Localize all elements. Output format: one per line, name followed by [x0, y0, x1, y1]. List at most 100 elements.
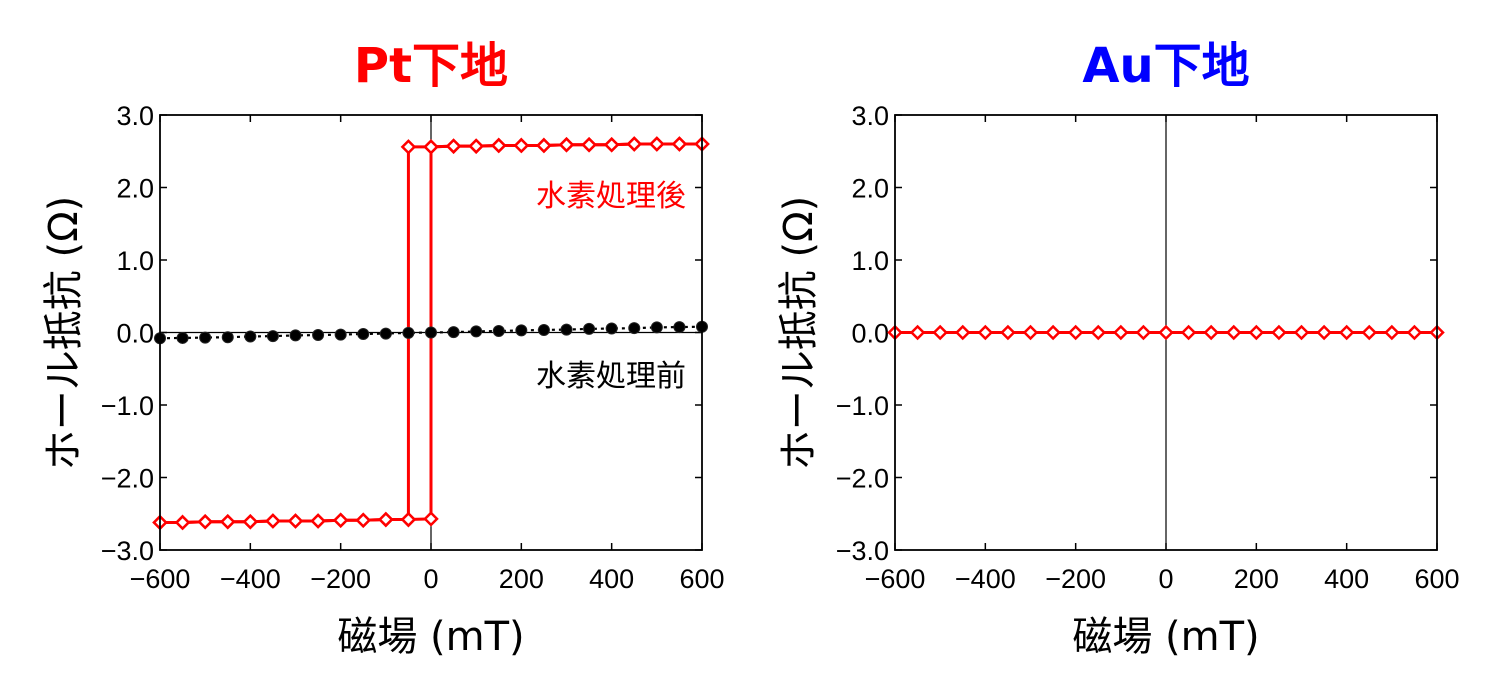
- pt-series-1-point: [650, 321, 663, 334]
- pt-series-1-point: [673, 321, 686, 334]
- pt-series-0-point: [400, 139, 417, 155]
- au-series-0-point: [909, 324, 926, 341]
- au-series-0-point: [1384, 324, 1400, 341]
- pt-x-tick-label: −400: [220, 564, 281, 594]
- pt-panel: Pt下地 ホール抵抗 (Ω) 磁場 (mT) −600 −400 −200 0 200 4…: [41, 38, 725, 660]
- au-series-0-point: [1022, 324, 1039, 341]
- pt-series-0-point: [310, 513, 326, 529]
- au-series-0-point: [1316, 324, 1332, 341]
- au-y-tick-label: 3.0: [851, 101, 889, 131]
- pt-series-0-point: [626, 136, 643, 152]
- pt-series-0-point: [423, 511, 439, 527]
- au-series-0-point: [1338, 324, 1355, 341]
- au-series-0-point: [1293, 324, 1310, 341]
- au-series-0-point: [1248, 324, 1265, 341]
- au-y-tick-label: −2.0: [836, 464, 889, 494]
- pt-series-1-point: [492, 325, 505, 338]
- pt-y-tick-label: 2.0: [116, 174, 154, 204]
- pt-plot-area: −600 −400 −200 0 200 400 600 3.0 2.0 1.0 0.0 −1.0 −2…: [101, 101, 725, 594]
- pt-series-0-point: [468, 138, 484, 154]
- pt-series-0-point: [219, 513, 236, 530]
- pt-series-1-point: [176, 331, 189, 344]
- pt-y-axis-label: ホール抵抗 (Ω): [41, 196, 87, 471]
- pt-series-0-point: [445, 138, 462, 154]
- pt-series-1-point: [425, 326, 437, 339]
- pt-series-1-point: [289, 329, 302, 342]
- au-series-0-point: [1158, 324, 1174, 341]
- pt-x-tick-label: 400: [589, 564, 634, 594]
- au-series-0-point: [1045, 324, 1061, 341]
- pt-series-0-point: [536, 137, 552, 154]
- pt-series-0-point: [400, 511, 417, 528]
- pt-series-0-point: [378, 511, 394, 528]
- pt-x-tick-label: 200: [499, 564, 544, 594]
- au-y-axis-label: ホール抵抗 (Ω): [776, 196, 822, 471]
- au-x-tick-label: 400: [1324, 564, 1369, 594]
- pt-series-0-point: [287, 513, 304, 529]
- au-series-0-point: [1113, 324, 1129, 341]
- pt-series-1-point: [583, 322, 596, 335]
- au-x-tick-label: −400: [955, 564, 1016, 594]
- au-series-0-point: [1203, 324, 1219, 341]
- pt-series-0-point: [581, 136, 597, 153]
- au-series-0-point: [932, 324, 948, 341]
- pt-series-1-point: [447, 326, 460, 339]
- pt-plot-frame: [159, 114, 703, 551]
- pt-x-tick-label: −200: [310, 564, 371, 594]
- pt-series-1-point: [266, 330, 279, 343]
- au-series-0-point: [1180, 324, 1197, 341]
- au-panel-title: Au下地: [1082, 38, 1249, 94]
- pt-series-1-point: [537, 323, 550, 336]
- pt-series-0-point: [513, 137, 530, 154]
- pt-x-tick-label: 0: [423, 564, 438, 594]
- au-plot-frame: [894, 114, 1438, 551]
- au-y-tick-label: −1.0: [836, 391, 889, 421]
- pt-series-0-point: [355, 512, 372, 529]
- pt-series-0-point: [265, 513, 281, 529]
- au-series-0-point: [1135, 324, 1152, 341]
- pt-series-0-point: [490, 137, 507, 154]
- au-x-tick-label: 200: [1234, 564, 1279, 594]
- pt-series-0-point: [242, 513, 259, 530]
- pt-x-axis-label: 磁場 (mT): [337, 614, 524, 660]
- pt-series-1-point: [199, 331, 212, 344]
- pt-series-0-point: [649, 136, 665, 152]
- pt-panel-title: Pt下地: [354, 38, 508, 94]
- pt-y-tick-label: −3.0: [101, 536, 154, 566]
- pt-series-1-point: [470, 325, 483, 338]
- au-panel: Au下地 ホール抵抗 (Ω) 磁場 (mT) −600 −400 −200 0 200 4…: [776, 38, 1460, 660]
- pt-y-tick-label: 0.0: [116, 319, 154, 349]
- au-series-0-point: [1000, 324, 1016, 341]
- pt-series-1-point: [402, 326, 415, 339]
- pt-series-0-point: [174, 514, 191, 531]
- pt-series-0-point: [423, 139, 439, 155]
- pt-series-0-point: [558, 136, 575, 153]
- pt-y-tick-label: 1.0: [116, 246, 154, 276]
- annotation-after-hydrogen: 水素処理後: [536, 179, 686, 214]
- pt-x-tick-label: 600: [679, 564, 724, 594]
- au-series-0-point: [1361, 324, 1378, 341]
- pt-y-tick-label: −1.0: [101, 391, 154, 421]
- au-series-0-point: [1406, 324, 1423, 341]
- pt-y-tick-label: 3.0: [116, 101, 154, 131]
- au-x-tick-label: −600: [865, 564, 926, 594]
- au-plot-area: −600 −400 −200 0 200 400 600 3.0 2.0 1.0 0.0 −1.0 −2…: [836, 101, 1460, 594]
- au-series-0-point: [954, 324, 971, 341]
- au-x-tick-label: 0: [1158, 564, 1173, 594]
- pt-series-1-point: [221, 331, 234, 344]
- au-series-0-point: [1225, 324, 1242, 341]
- au-y-tick-label: 0.0: [851, 319, 889, 349]
- au-y-tick-label: −3.0: [836, 536, 889, 566]
- au-x-tick-label: −200: [1045, 564, 1106, 594]
- pt-series-0-point: [197, 513, 213, 530]
- pt-series-1-point: [605, 322, 618, 335]
- au-x-tick-label: 600: [1414, 564, 1459, 594]
- au-series-0-point: [977, 324, 994, 341]
- pt-series-1-point: [357, 327, 370, 340]
- pt-series-1-point: [312, 329, 325, 342]
- pt-series-1-point: [244, 330, 257, 343]
- au-series-0-point: [1067, 324, 1084, 341]
- pt-series-0-point: [671, 136, 688, 152]
- au-x-axis-label: 磁場 (mT): [1072, 614, 1259, 660]
